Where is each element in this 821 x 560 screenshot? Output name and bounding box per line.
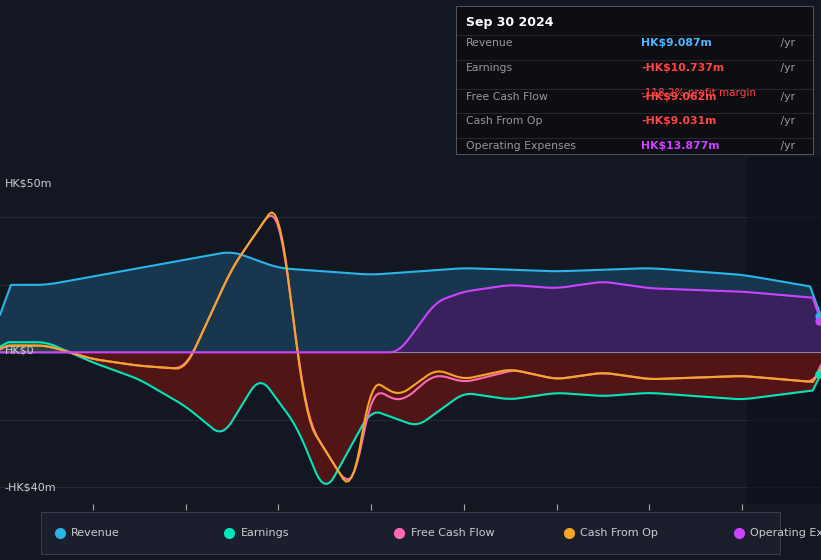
Text: /yr: /yr xyxy=(777,92,795,102)
Text: /yr: /yr xyxy=(777,116,795,126)
Text: /yr: /yr xyxy=(777,63,795,73)
Bar xyxy=(747,157,821,504)
Text: -118.2% profit margin: -118.2% profit margin xyxy=(641,88,756,98)
Text: Sep 30 2024: Sep 30 2024 xyxy=(466,16,554,29)
Text: Operating Expenses: Operating Expenses xyxy=(750,529,821,538)
Text: HK$13.877m: HK$13.877m xyxy=(641,141,720,151)
Text: Operating Expenses: Operating Expenses xyxy=(466,141,576,151)
Text: /yr: /yr xyxy=(777,38,795,48)
Text: /yr: /yr xyxy=(777,141,795,151)
Text: Earnings: Earnings xyxy=(241,529,289,538)
Text: Earnings: Earnings xyxy=(466,63,513,73)
Text: HK$9.087m: HK$9.087m xyxy=(641,38,712,48)
Text: HK$0: HK$0 xyxy=(5,346,34,356)
Text: Cash From Op: Cash From Op xyxy=(466,116,543,126)
Text: Free Cash Flow: Free Cash Flow xyxy=(466,92,548,102)
Text: Revenue: Revenue xyxy=(71,529,119,538)
Text: Free Cash Flow: Free Cash Flow xyxy=(410,529,494,538)
Text: -HK$9.031m: -HK$9.031m xyxy=(641,116,717,126)
Text: HK$50m: HK$50m xyxy=(5,179,53,189)
Text: Revenue: Revenue xyxy=(466,38,514,48)
Text: -HK$9.062m: -HK$9.062m xyxy=(641,92,717,102)
Text: -HK$10.737m: -HK$10.737m xyxy=(641,63,724,73)
Text: Cash From Op: Cash From Op xyxy=(580,529,658,538)
Text: -HK$40m: -HK$40m xyxy=(5,482,57,492)
